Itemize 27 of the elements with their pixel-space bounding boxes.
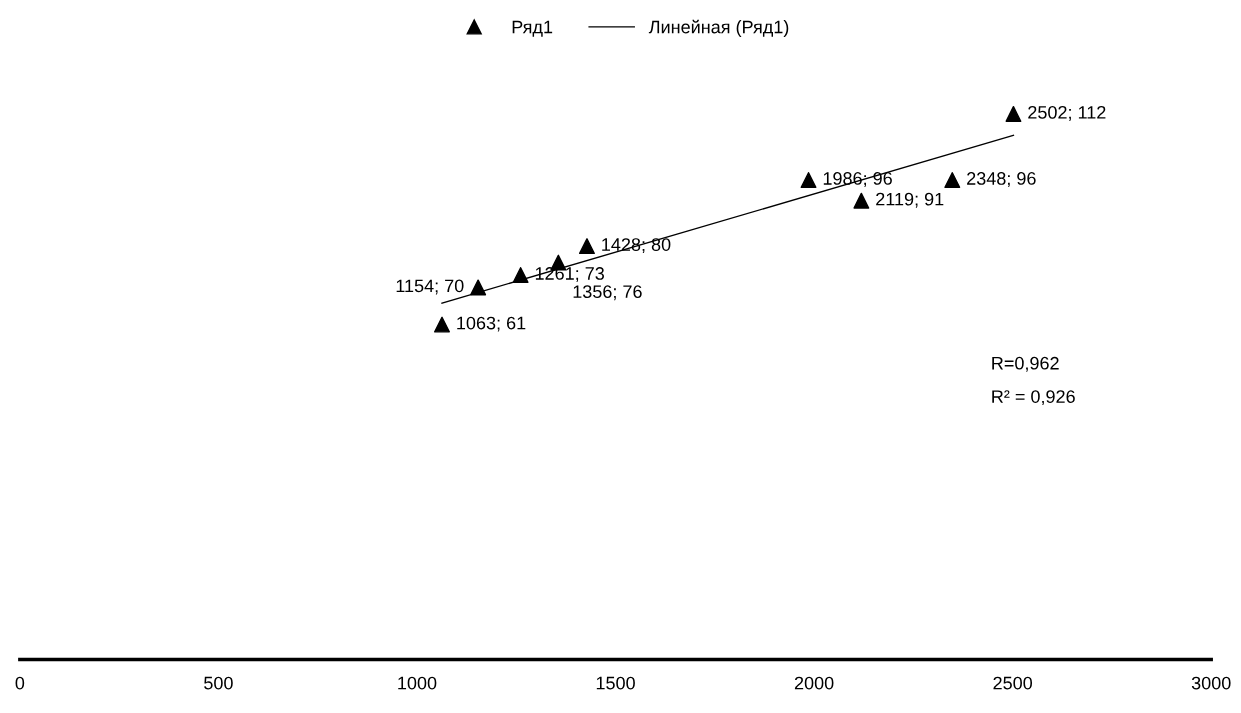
data-label: 1428; 80: [602, 238, 671, 254]
data-label: 1154; 70: [396, 279, 464, 295]
point: [800, 172, 817, 188]
x-tick-label: 2500: [993, 676, 1033, 690]
data-label: 2502; 112: [1028, 105, 1106, 121]
point: [512, 267, 529, 283]
x-tick-label: 0: [15, 676, 25, 690]
data-label: 2119; 91: [876, 192, 944, 208]
x-tick-label: 3000: [1191, 676, 1231, 690]
legend-label: Ряд1: [512, 20, 553, 37]
data-label: 1356; 76: [573, 285, 642, 301]
x-tick-label: 2000: [794, 676, 834, 690]
text: R² = 0,926: [992, 390, 1075, 406]
point: [853, 192, 870, 209]
legend-label: Линейная (Ряд1): [648, 19, 789, 37]
point: [1005, 105, 1022, 122]
data-label: 2348; 96: [967, 172, 1036, 187]
text: R=0,962: [992, 356, 1059, 372]
point: [578, 238, 595, 255]
data-label: 1986; 96: [823, 172, 892, 187]
data-label: 1063; 61: [457, 316, 526, 332]
x-tick-label: 500: [204, 676, 233, 690]
x-tick-label: 1000: [398, 676, 437, 690]
point: [470, 279, 487, 296]
x-tick-label: 1500: [596, 676, 635, 690]
point: [434, 316, 450, 333]
point: [944, 172, 961, 188]
